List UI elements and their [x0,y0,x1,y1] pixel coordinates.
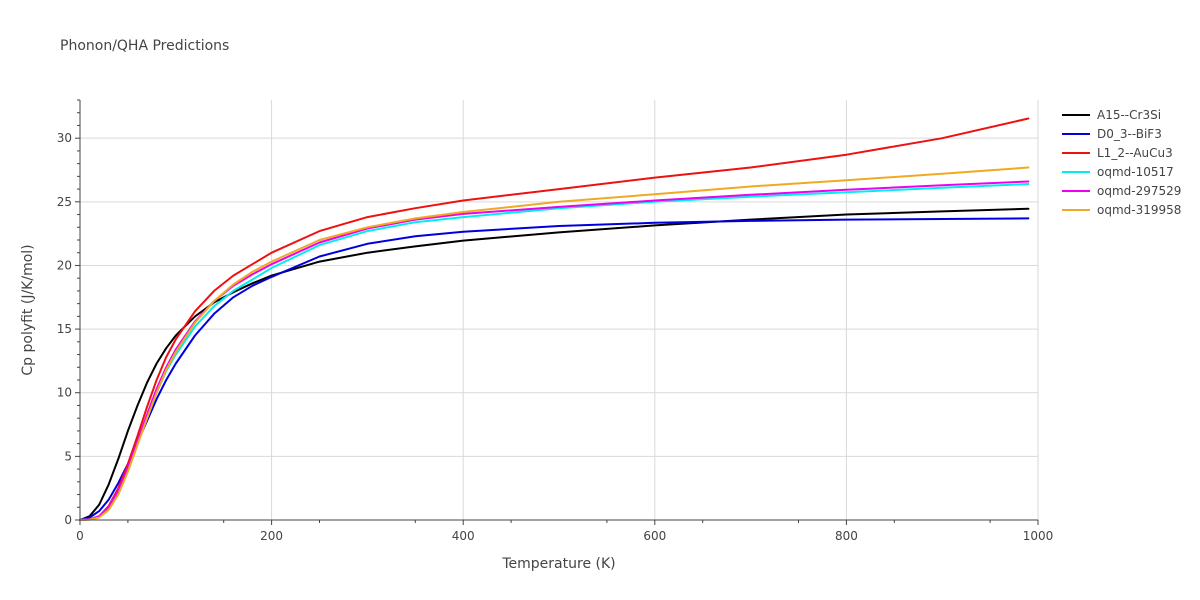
y-tick-label: 0 [64,513,72,527]
y-tick-label: 15 [57,322,72,336]
legend-label: oqmd-319958 [1097,203,1181,217]
legend-label: A15--Cr3Si [1097,108,1161,122]
y-tick-label: 10 [57,386,72,400]
chart-title: Phonon/QHA Predictions [60,38,229,54]
series-line-d0-3-bif3 [79,217,1030,521]
y-axis-ticks: 0 5 10 15 20 25 30 [57,99,80,527]
y-tick-label: 30 [57,131,72,145]
x-axis-ticks: 0 200 400 600 800 1000 [76,520,1053,543]
series-line-oqmd-319958 [79,166,1030,521]
x-tick-label: 1000 [1023,529,1054,543]
legend-label: oqmd-10517 [1097,165,1174,179]
x-tick-label: 200 [260,529,283,543]
series-line-a15-cr3si [79,207,1030,521]
y-axis-title: Cp polyfit (J/K/mol) [20,244,36,375]
x-tick-label: 400 [452,529,475,543]
legend-item[interactable]: oqmd-319958 [1062,203,1181,217]
x-tick-label: 0 [76,529,84,543]
legend-label: L1_2--AuCu3 [1097,146,1173,160]
grid-lines [80,100,1039,520]
x-axis-title: Temperature (K) [501,556,615,572]
legend-item[interactable]: A15--Cr3Si [1062,108,1161,122]
legend: A15--Cr3Si D0_3--BiF3 L1_2--AuCu3 oqmd-1051… [1062,108,1181,217]
legend-label: oqmd-297529 [1097,184,1181,198]
legend-item[interactable]: D0_3--BiF3 [1062,127,1162,141]
legend-item[interactable]: oqmd-10517 [1062,165,1174,179]
series-line-l1-2-aucu3 [79,117,1030,521]
series-line-oqmd-10517 [79,183,1030,521]
legend-item[interactable]: L1_2--AuCu3 [1062,146,1173,160]
series-layer [79,117,1030,521]
y-tick-label: 5 [64,449,72,463]
y-tick-label: 25 [57,195,72,209]
legend-label: D0_3--BiF3 [1097,127,1162,141]
x-tick-label: 600 [643,529,666,543]
x-tick-label: 800 [835,529,858,543]
y-tick-label: 20 [57,258,72,272]
legend-item[interactable]: oqmd-297529 [1062,184,1181,198]
